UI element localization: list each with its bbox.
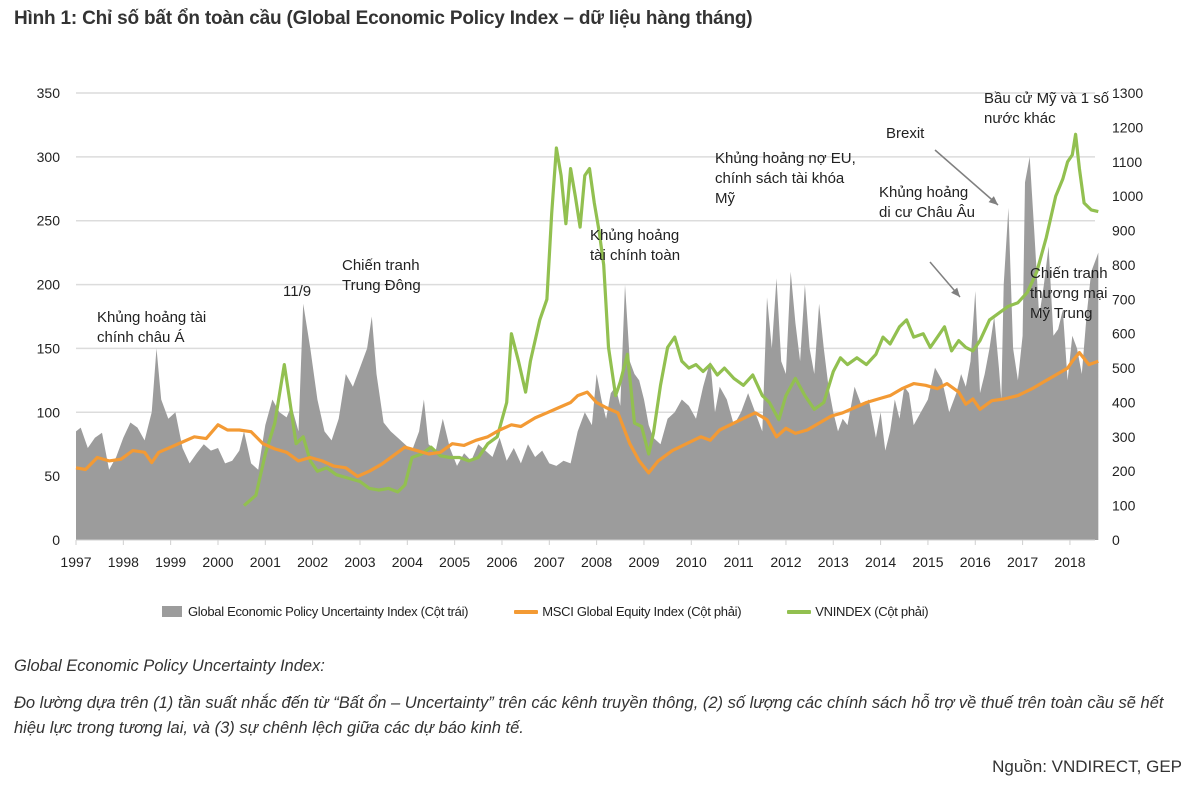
chart: 0 50 100 150 200 250 300 350 0 100 200 300 400 500 600…	[37, 85, 1144, 570]
y-left-tick-label: 100	[37, 404, 61, 420]
x-tick-label: 2011	[724, 554, 754, 570]
legend: Global Economic Policy Uncertainty Index…	[162, 604, 974, 619]
annotation-line: Chiến tranh	[342, 257, 420, 274]
x-tick-label: 2007	[534, 554, 565, 570]
annotation-label: Chiến tranh Trung Đông	[342, 257, 421, 294]
msci-line-series	[75, 351, 1099, 478]
y-right-tick-label: 700	[1112, 291, 1136, 307]
x-tick-label: 1998	[108, 554, 139, 570]
y-left-tick-label: 300	[37, 149, 61, 165]
annotation-line: Bầu cử Mỹ và 1 số	[984, 90, 1110, 107]
annotation-line: Khủng hoảng tài	[97, 309, 206, 326]
y-right-tick-label: 1000	[1112, 188, 1143, 204]
legend-swatch-epu	[162, 606, 182, 617]
note-body: Đo lường dựa trên (1) tần suất nhắc đến …	[14, 694, 1164, 737]
annotation-line: nước khác	[984, 110, 1056, 127]
x-tick-label: 2006	[486, 554, 517, 570]
note-title: Global Economic Policy Uncertainty Index…	[14, 657, 325, 675]
legend-item-msci: MSCI Global Equity Index (Cột phải)	[514, 604, 742, 619]
annotation-arrowhead	[951, 287, 960, 297]
y-right-tick-label: 0	[1112, 532, 1120, 548]
legend-item-vnindex: VNINDEX (Cột phải)	[787, 604, 929, 619]
vnindex-line-series	[242, 132, 1099, 507]
legend-label-msci: MSCI Global Equity Index (Cột phải)	[542, 604, 742, 619]
annotation-label: Khủng hoảng tài chính châu Á	[97, 309, 206, 346]
legend-label-epu: Global Economic Policy Uncertainty Index…	[188, 604, 469, 619]
legend-swatch-msci	[514, 609, 539, 614]
x-tick-label: 1999	[155, 554, 186, 570]
y-right-tick-label: 100	[1112, 498, 1136, 514]
x-tick-label: 2001	[250, 554, 281, 570]
x-tick-label: 2000	[202, 554, 233, 570]
annotation-line: 11/9	[283, 283, 311, 300]
annotation-label: Khủng hoảng nợ EU, chính sách tài khóa Mỹ	[715, 150, 856, 207]
x-tick-label: 2018	[1054, 554, 1085, 570]
annotation-label: Brexit	[886, 125, 925, 142]
x-tick-label: 2013	[818, 554, 849, 570]
epu-area-series	[76, 156, 1099, 540]
annotation-line: chính châu Á	[97, 329, 185, 346]
annotation-label: 11/9	[283, 283, 311, 300]
y-right-tick-label: 400	[1112, 394, 1136, 410]
y-right-tick-label: 500	[1112, 360, 1136, 376]
annotation-arrow	[934, 149, 999, 206]
y-left-tick-label: 200	[37, 277, 61, 293]
annotation-line: chính sách tài khóa	[715, 170, 845, 187]
x-tick-label: 2015	[912, 554, 943, 570]
legend-label-vnindex: VNINDEX (Cột phải)	[815, 604, 929, 619]
y-left-tick-label: 50	[44, 468, 60, 484]
x-tick-label: 2002	[297, 554, 328, 570]
figure-title: Hình 1: Chỉ số bất ổn toàn cầu (Global E…	[14, 8, 753, 29]
annotation-arrowhead	[988, 196, 998, 205]
y-left-tick-label: 150	[37, 340, 61, 356]
annotation-line: Mỹ Trung	[1030, 305, 1093, 322]
annotation-line: tài chính toàn	[590, 247, 680, 264]
annotation-line: thương mại	[1030, 285, 1107, 302]
x-tick-label: 1997	[60, 554, 91, 570]
x-tick-label: 2003	[344, 554, 375, 570]
y-right-tick-label: 600	[1112, 326, 1136, 342]
y-right-tick-label: 300	[1112, 429, 1136, 445]
x-tick-label: 2008	[581, 554, 612, 570]
x-tick-label: 2014	[865, 554, 896, 570]
y-right-tick-label: 200	[1112, 463, 1136, 479]
annotation-line: Mỹ	[715, 190, 735, 207]
y-right-tick-label: 1200	[1112, 119, 1143, 135]
x-tick-label: 2005	[439, 554, 470, 570]
annotation-line: Khủng hoảng	[879, 184, 968, 201]
y-left-tick-label: 350	[37, 85, 61, 101]
legend-item-epu: Global Economic Policy Uncertainty Index…	[162, 604, 469, 619]
y-right-tick-label: 1300	[1112, 85, 1143, 101]
x-tick-label: 2017	[1007, 554, 1038, 570]
y-right-tick-label: 800	[1112, 257, 1136, 273]
annotations: Khủng hoảng tài chính châu Á 11/9 Chiến tra…	[97, 90, 1110, 346]
y-right-tick-label: 900	[1112, 223, 1136, 239]
x-tick-label: 2016	[960, 554, 991, 570]
x-tick-label: 2009	[628, 554, 659, 570]
annotation-label: Khủng hoảng tài chính toàn	[590, 227, 680, 264]
annotation-label: Khủng hoảng di cư Châu Âu	[879, 184, 975, 221]
axes: 0 50 100 150 200 250 300 350 0 100 200 300 400 500 600…	[37, 85, 1144, 570]
legend-swatch-vnindex	[787, 609, 812, 614]
annotation-line: Brexit	[886, 125, 925, 142]
y-left-tick-label: 0	[52, 532, 60, 548]
x-tick-label: 2004	[392, 554, 423, 570]
annotation-line: di cư Châu Âu	[879, 204, 975, 221]
annotation-line: Khủng hoảng	[590, 227, 679, 244]
annotation-label: Bầu cử Mỹ và 1 số nước khác	[984, 90, 1110, 127]
annotation-line: Khủng hoảng nợ EU,	[715, 150, 856, 167]
annotation-label: Chiến tranh thương mại Mỹ Trung	[1030, 265, 1108, 322]
annotation-line: Trung Đông	[342, 277, 421, 294]
x-tick-label: 2010	[676, 554, 707, 570]
y-right-tick-label: 1100	[1112, 154, 1142, 170]
y-left-tick-label: 250	[37, 213, 61, 229]
x-tick-label: 2012	[770, 554, 801, 570]
annotation-line: Chiến tranh	[1030, 265, 1108, 282]
source-credit: Nguồn: VNDIRECT, GEP	[992, 757, 1182, 776]
